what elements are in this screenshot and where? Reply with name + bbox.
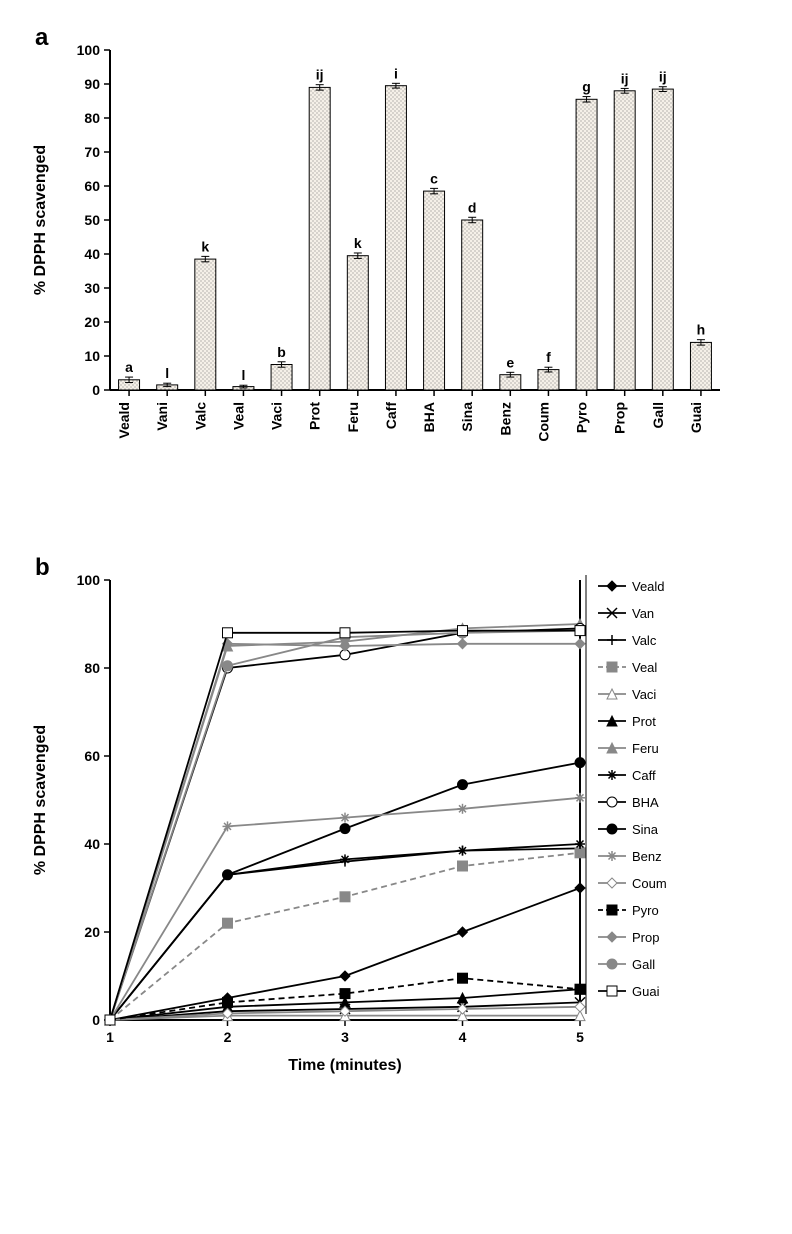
- svg-text:Pyro: Pyro: [632, 903, 659, 918]
- svg-text:ij: ij: [659, 69, 667, 85]
- svg-text:20: 20: [84, 314, 100, 330]
- svg-text:80: 80: [84, 660, 100, 676]
- svg-text:% DPPH scavenged: % DPPH scavenged: [32, 725, 49, 875]
- svg-text:Benz: Benz: [497, 402, 513, 435]
- svg-text:100: 100: [77, 42, 101, 58]
- svg-text:80: 80: [84, 110, 100, 126]
- svg-text:Pyro: Pyro: [574, 402, 590, 433]
- svg-text:Valc: Valc: [192, 402, 208, 430]
- svg-text:a: a: [125, 359, 133, 375]
- svg-text:Guai: Guai: [632, 984, 660, 999]
- svg-text:100: 100: [77, 572, 101, 588]
- svg-text:Veald: Veald: [116, 402, 132, 439]
- svg-text:Gall: Gall: [650, 402, 666, 428]
- chart-a-svg: a 0 10 20 30 40 50 60 70 80 90 100 % DPPH scavenged a…: [20, 20, 740, 520]
- svg-text:b: b: [277, 344, 286, 360]
- svg-text:c: c: [430, 170, 438, 186]
- chart-b-svg: b 0 20 40 60 80 100 1 2 3 4 5 % DPPH scavenged Time (…: [20, 550, 740, 1110]
- svg-text:Veal: Veal: [230, 402, 246, 430]
- svg-text:90: 90: [84, 76, 100, 92]
- svg-text:Van: Van: [632, 606, 654, 621]
- svg-text:Vaci: Vaci: [632, 687, 656, 702]
- svg-text:70: 70: [84, 144, 100, 160]
- svg-text:BHA: BHA: [421, 402, 437, 432]
- svg-text:Caff: Caff: [383, 402, 399, 430]
- svg-text:BHA: BHA: [632, 795, 659, 810]
- svg-text:e: e: [506, 354, 514, 370]
- svg-text:0: 0: [92, 1012, 100, 1028]
- svg-text:i: i: [394, 65, 398, 81]
- svg-text:3: 3: [341, 1029, 349, 1045]
- svg-text:h: h: [697, 322, 706, 338]
- svg-text:2: 2: [224, 1029, 232, 1045]
- svg-text:Prot: Prot: [632, 714, 656, 729]
- svg-text:Vani: Vani: [154, 402, 170, 431]
- svg-text:a: a: [35, 24, 49, 51]
- svg-text:ij: ij: [621, 70, 629, 86]
- svg-text:Feru: Feru: [345, 402, 361, 432]
- svg-text:k: k: [354, 235, 362, 251]
- svg-text:1: 1: [106, 1029, 114, 1045]
- svg-text:f: f: [546, 349, 551, 365]
- svg-text:Benz: Benz: [632, 849, 662, 864]
- svg-text:Coum: Coum: [535, 402, 551, 442]
- svg-text:30: 30: [84, 280, 100, 296]
- svg-text:Feru: Feru: [632, 741, 659, 756]
- svg-text:b: b: [35, 554, 50, 581]
- svg-text:g: g: [582, 79, 591, 95]
- svg-text:60: 60: [84, 178, 100, 194]
- svg-text:Valc: Valc: [632, 633, 657, 648]
- svg-text:40: 40: [84, 836, 100, 852]
- svg-text:Veal: Veal: [632, 660, 657, 675]
- svg-text:l: l: [165, 365, 169, 381]
- svg-text:4: 4: [459, 1029, 467, 1045]
- chart-b-container: b 0 20 40 60 80 100 1 2 3 4 5 % DPPH scavenged Time (…: [20, 550, 772, 1110]
- svg-text:l: l: [241, 367, 245, 383]
- svg-text:Prot: Prot: [307, 402, 323, 430]
- svg-text:ij: ij: [316, 67, 324, 83]
- svg-text:Guai: Guai: [688, 402, 704, 433]
- svg-text:Prop: Prop: [612, 402, 628, 434]
- svg-text:0: 0: [92, 382, 100, 398]
- svg-text:d: d: [468, 199, 477, 215]
- svg-text:Prop: Prop: [632, 930, 659, 945]
- svg-text:10: 10: [84, 348, 100, 364]
- svg-text:20: 20: [84, 924, 100, 940]
- svg-text:Sina: Sina: [632, 822, 659, 837]
- svg-text:Gall: Gall: [632, 957, 655, 972]
- svg-text:Coum: Coum: [632, 876, 667, 891]
- svg-text:k: k: [201, 238, 209, 254]
- svg-text:5: 5: [576, 1029, 584, 1045]
- svg-text:50: 50: [84, 212, 100, 228]
- svg-text:Caff: Caff: [632, 768, 656, 783]
- svg-text:Vaci: Vaci: [269, 402, 285, 430]
- svg-text:% DPPH scavenged: % DPPH scavenged: [32, 145, 49, 295]
- svg-text:Time (minutes): Time (minutes): [288, 1057, 402, 1074]
- chart-a-container: a 0 10 20 30 40 50 60 70 80 90 100 % DPPH scavenged a…: [20, 20, 772, 520]
- svg-text:60: 60: [84, 748, 100, 764]
- svg-text:Veald: Veald: [632, 579, 665, 594]
- svg-text:Sina: Sina: [459, 402, 475, 432]
- svg-text:40: 40: [84, 246, 100, 262]
